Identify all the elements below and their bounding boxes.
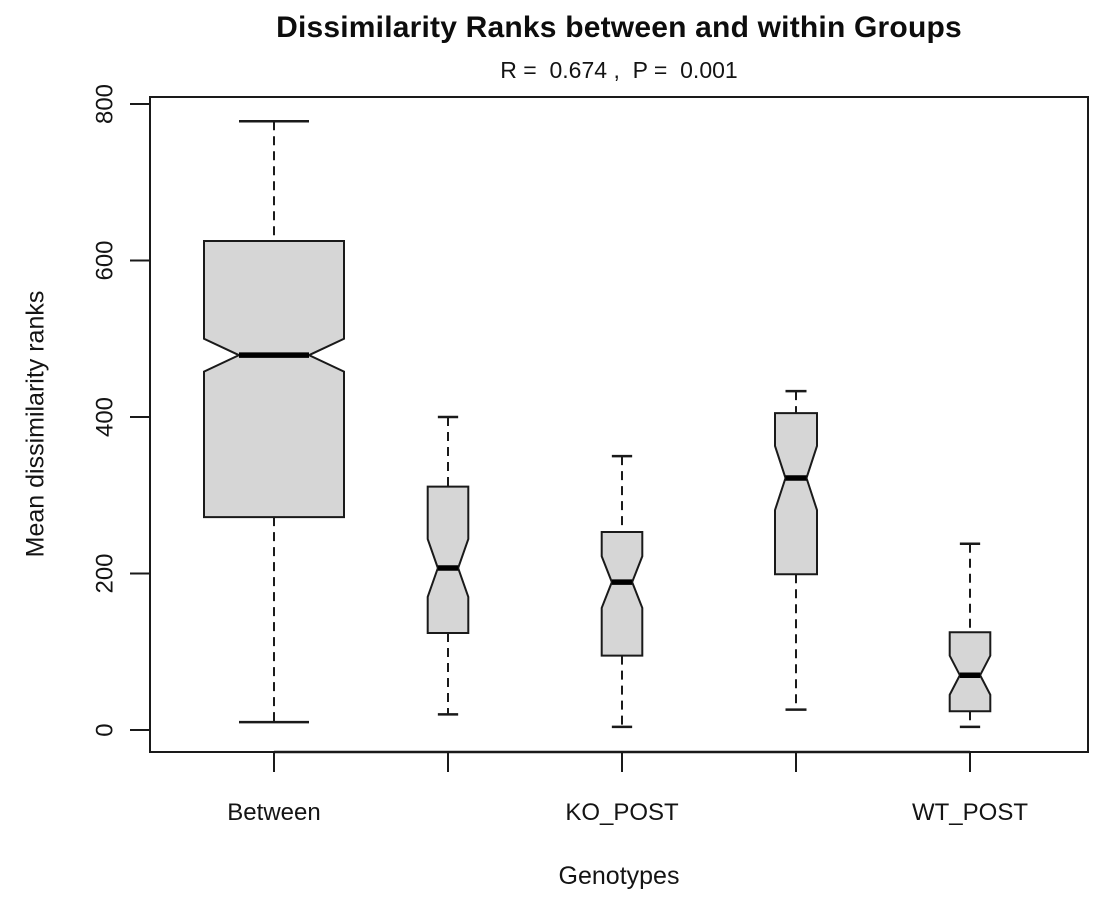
x-axis-title: Genotypes: [558, 862, 680, 890]
x-tick-label-between: Between: [227, 799, 320, 826]
box-body: [774, 412, 818, 576]
box-wt_post: [948, 542, 992, 729]
box-body: [426, 485, 470, 634]
box-body: [948, 631, 992, 713]
box-group-4: [774, 389, 818, 711]
chart-title: Dissimilarity Ranks between and within G…: [276, 11, 962, 44]
y-tick-label: 0: [91, 723, 118, 736]
y-tick-label: 600: [91, 240, 118, 280]
box-between: [203, 119, 345, 724]
y-tick-label: 200: [91, 553, 118, 593]
box-body: [203, 239, 345, 519]
box-ko_post: [600, 454, 644, 729]
y-axis-title: Mean dissimilarity ranks: [21, 290, 50, 558]
box-body: [600, 531, 644, 657]
y-axis: 0 200 400 600 800: [91, 84, 150, 737]
y-tick-label: 400: [91, 397, 118, 437]
x-tick-label-wt_post: WT_POST: [912, 799, 1028, 826]
y-tick-label: 800: [91, 84, 118, 124]
chart-subtitle: R = 0.674 , P = 0.001: [500, 57, 738, 83]
x-axis: Between KO_POST WT_POST: [227, 750, 1028, 826]
x-tick-label-ko_post: KO_POST: [565, 799, 679, 826]
box-group-2: [426, 415, 470, 716]
